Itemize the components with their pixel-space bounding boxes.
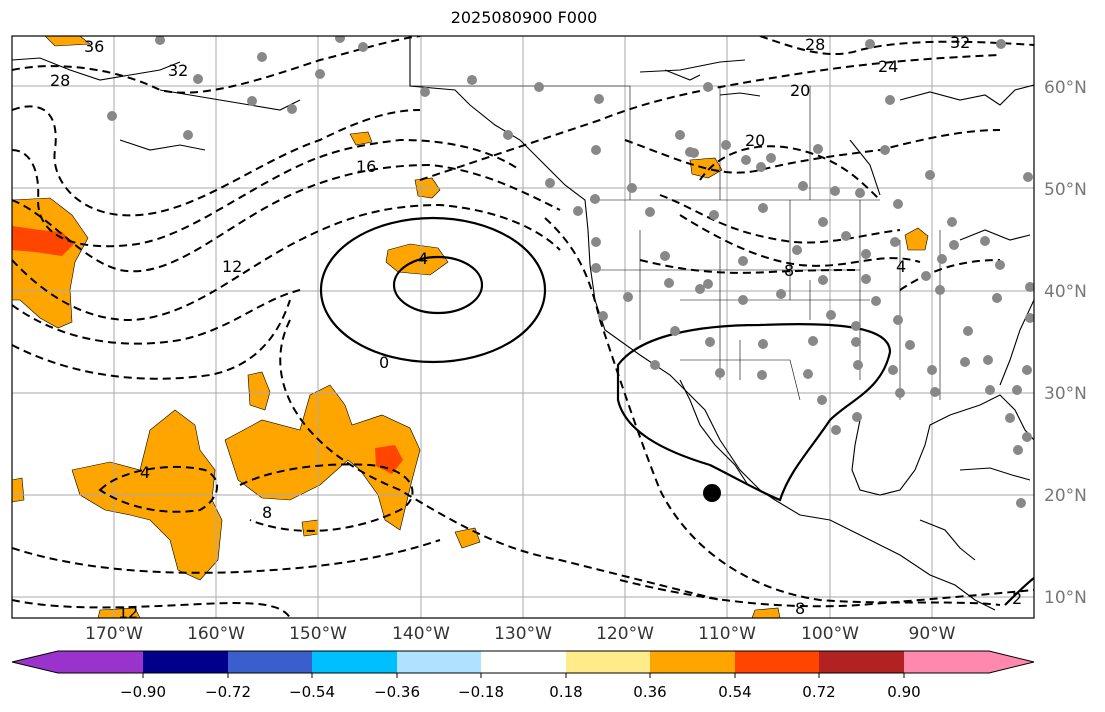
contour-label: 28 (50, 71, 70, 90)
colorbar-ticks (142, 673, 905, 678)
contour-label: 8 (262, 503, 272, 522)
contour-label: 20 (745, 131, 765, 150)
lat-label: 50°N (1044, 180, 1087, 200)
contour-label: 12 (118, 603, 138, 622)
contour-label: 12 (222, 257, 242, 276)
contour-label: 24 (878, 57, 898, 76)
lon-label: 100°W (801, 624, 859, 644)
contour-label: 32 (168, 61, 188, 80)
lon-label: 130°W (494, 624, 552, 644)
contour-label: 32 (950, 33, 970, 52)
contour-label: 8 (795, 599, 805, 618)
lat-label: 40°N (1044, 282, 1087, 302)
colorbar (12, 651, 1034, 673)
lon-label: 140°W (392, 624, 450, 644)
map-frame (11, 35, 1035, 619)
colorbar-tick-label: −0.54 (289, 683, 335, 701)
lat-label: 60°N (1044, 78, 1087, 98)
lon-label: 160°W (187, 624, 245, 644)
colorbar-tick-label: −0.36 (374, 683, 420, 701)
contour-label: 4 (140, 463, 150, 482)
contour-label: 20 (790, 81, 810, 100)
colorbar-tick-label: 0.18 (549, 683, 583, 701)
zero-contour-lines (319, 216, 892, 502)
lon-label: 110°W (698, 624, 756, 644)
contour-label: 36 (84, 37, 104, 56)
contour-label: 2 (1012, 589, 1022, 608)
contour-label: 8 (784, 261, 794, 280)
contour-label: 28 (805, 35, 825, 54)
graticule-lines (12, 36, 1034, 618)
lon-label: 120°W (596, 624, 654, 644)
colorbar-tick-label: −0.72 (205, 683, 251, 701)
center-marker (703, 484, 721, 502)
contour-label: 0 (379, 353, 389, 372)
contour-labels: 36 32 28 28 24 32 20 20 16 12 8 4 4 0 4 … (50, 33, 1022, 622)
lon-label: 170°W (85, 624, 143, 644)
colorbar-tick-label: −0.90 (120, 683, 166, 701)
lon-label: 150°W (289, 624, 347, 644)
colorbar-tick-label: 0.54 (718, 683, 752, 701)
map-title: 2025080900 F000 (450, 8, 598, 27)
colorbar-tick-label: 0.90 (887, 683, 921, 701)
contour-2-line (1004, 577, 1034, 606)
colorbar-tick-label: 0.72 (802, 683, 836, 701)
colorbar-tick-label: 0.36 (633, 683, 667, 701)
colorbar-tick-label: −0.18 (458, 683, 504, 701)
colorbar-frame (11, 650, 1035, 674)
lat-label: 30°N (1044, 384, 1087, 404)
lon-label: 90°W (908, 624, 956, 644)
lat-label: 10°N (1044, 588, 1087, 608)
lat-label: 20°N (1044, 486, 1087, 506)
contour-label: 16 (356, 157, 376, 176)
contour-label: 4 (418, 249, 428, 268)
station-markers (107, 36, 1034, 508)
contour-label: 4 (896, 257, 906, 276)
